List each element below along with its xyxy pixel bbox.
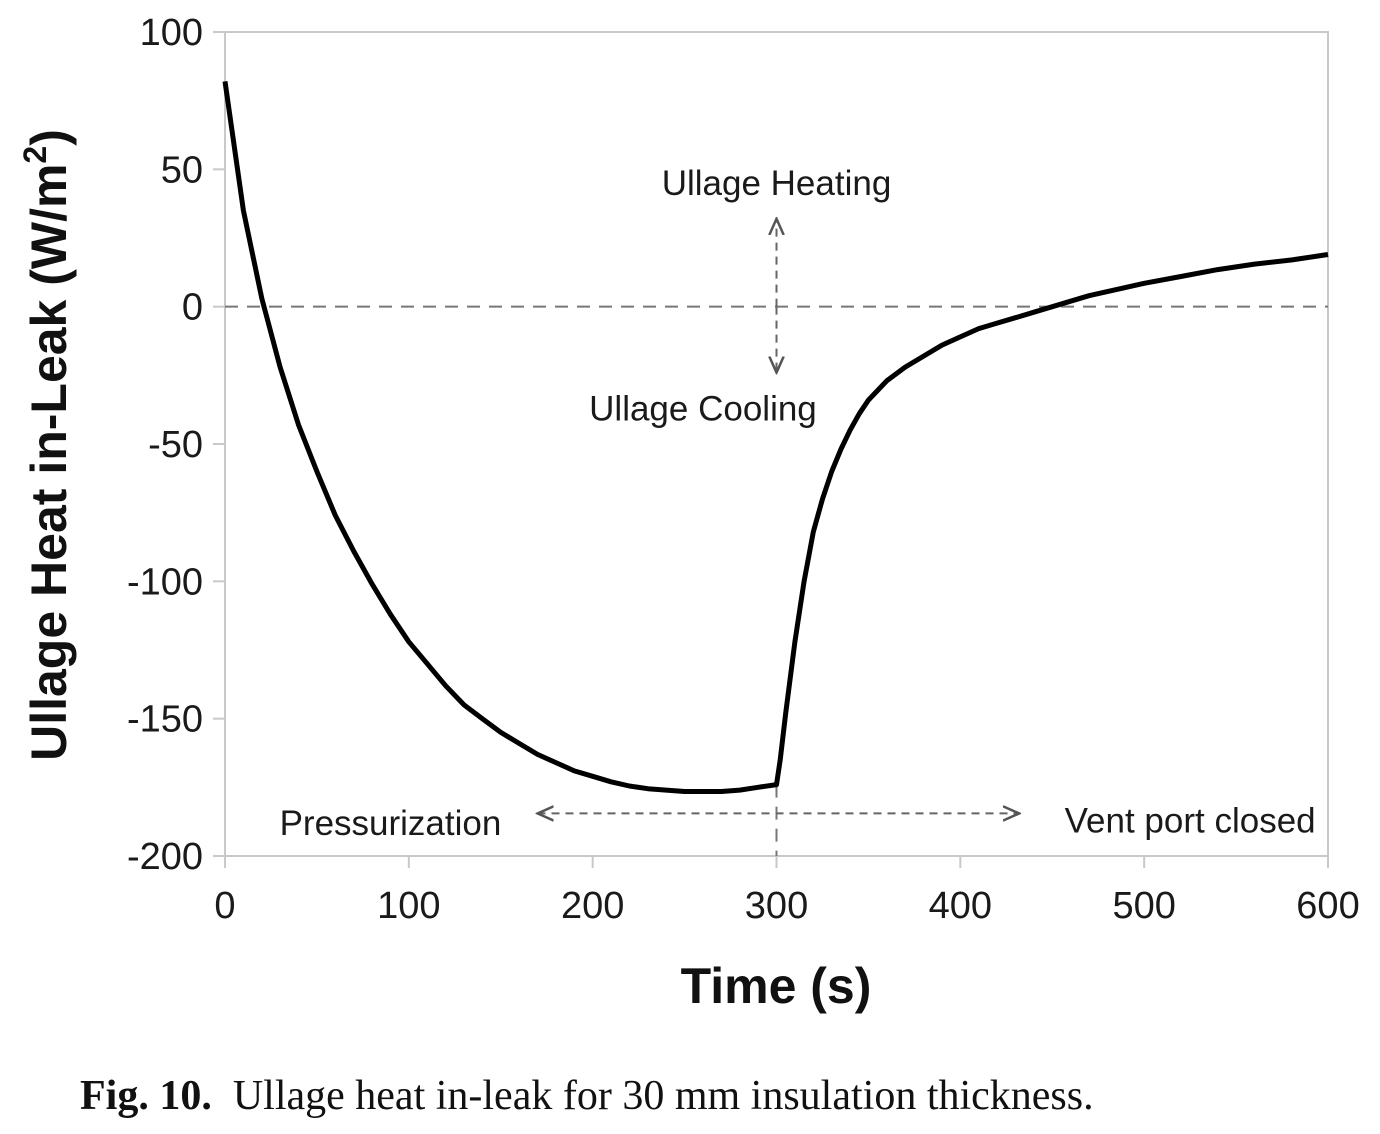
- y-tick-label: -50: [148, 424, 203, 466]
- series-line-heat-in-leak: [222, 81, 1329, 794]
- x-axis-ticks: 0 100 200 300 400 500 600: [214, 856, 1360, 927]
- x-tick-label: 400: [929, 885, 992, 927]
- x-tick-label: 100: [377, 885, 440, 927]
- y-tick-label: -100: [127, 561, 203, 603]
- y-axis-title: Ullage Heat in-Leak (W/m2): [17, 129, 77, 761]
- figure-caption-text: Ullage heat in-leak for 30 mm insulation…: [232, 1073, 1094, 1119]
- annotation-vent-port-closed: Vent port closed: [1065, 801, 1316, 840]
- annotation-ullage-heating: Ullage Heating: [662, 164, 892, 203]
- x-tick-label: 600: [1296, 885, 1359, 927]
- annotation-ullage-cooling: Ullage Cooling: [589, 389, 817, 428]
- y-axis-ticks: 100 50 0 -50 -100 -150 -200: [127, 12, 225, 878]
- y-tick-label: 100: [140, 12, 203, 54]
- x-tick-label: 300: [745, 885, 808, 927]
- x-tick-label: 200: [561, 885, 624, 927]
- annotation-pressurization: Pressurization: [280, 804, 502, 843]
- plot-frame: [224, 31, 1329, 857]
- figure-caption: Fig. 10. Ullage heat in-leak for 30 mm i…: [80, 1072, 1094, 1120]
- x-axis-title: Time (s): [681, 958, 872, 1014]
- x-tick-label: 500: [1112, 885, 1175, 927]
- y-tick-label: -150: [127, 699, 203, 741]
- x-tick-label: 0: [214, 885, 235, 927]
- figure-label: Fig. 10.: [80, 1073, 212, 1119]
- y-tick-label: -200: [127, 836, 203, 878]
- y-tick-label: 0: [182, 287, 203, 329]
- y-tick-label: 50: [161, 149, 203, 191]
